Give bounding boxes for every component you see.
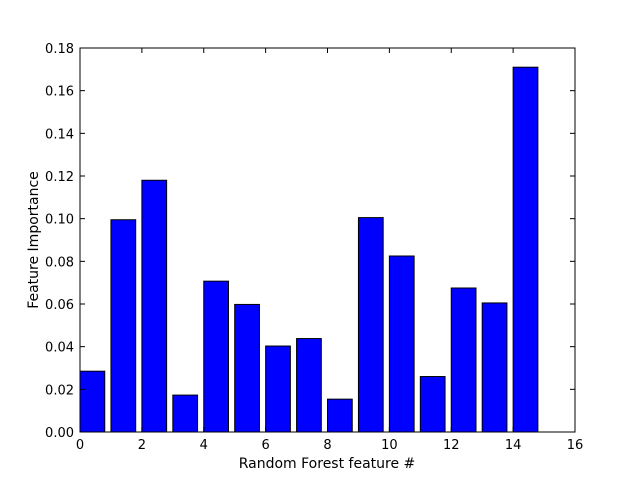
ticks-group: 0 2 4 6 8 10 12 14 16 0.00 0.02 0.04 0.06 0.08 0.10 0.1… [45, 42, 583, 453]
bar-feature-11 [419, 376, 446, 433]
x-tick-label: 10 [381, 438, 398, 453]
x-tick-label: 6 [261, 438, 269, 453]
y-tick-label: 0.08 [45, 255, 74, 270]
x-tick-label: 16 [567, 438, 584, 453]
plot-frame [79, 47, 576, 433]
bar-feature-9 [357, 217, 384, 433]
bar-feature-0 [79, 370, 106, 433]
bar-feature-8 [327, 398, 353, 433]
bar-feature-2 [141, 179, 168, 433]
x-tick-label: 0 [76, 438, 84, 453]
bar-feature-4 [203, 280, 229, 433]
y-tick-label: 0.00 [45, 426, 74, 441]
bars-group [79, 66, 539, 433]
x-tick-label: 14 [505, 438, 522, 453]
bar-feature-7 [296, 338, 322, 433]
bar-feature-10 [388, 255, 415, 433]
bar-feature-6 [265, 345, 291, 433]
x-tick-label: 2 [138, 438, 146, 453]
y-tick-label: 0.14 [45, 127, 74, 142]
bar-feature-5 [234, 303, 260, 433]
y-tick-label: 0.18 [45, 42, 74, 57]
y-tick-label: 0.06 [45, 298, 74, 313]
x-tick-label: 4 [200, 438, 208, 453]
bar-feature-3 [172, 394, 199, 433]
y-tick-label: 0.16 [45, 85, 74, 100]
bar-feature-14 [512, 66, 539, 433]
x-tick-label: 12 [443, 438, 460, 453]
y-tick-label: 0.10 [45, 213, 74, 228]
bar-feature-1 [110, 219, 137, 433]
y-axis-label: Feature Importance [26, 171, 42, 309]
y-tick-label: 0.02 [45, 383, 74, 398]
y-tick-label: 0.04 [45, 341, 74, 356]
x-tick-label: 8 [323, 438, 331, 453]
x-axis-label: Random Forest feature # [239, 456, 416, 472]
y-tick-label: 0.12 [45, 170, 74, 185]
bar-feature-12 [450, 287, 477, 433]
bar-feature-13 [481, 302, 508, 433]
